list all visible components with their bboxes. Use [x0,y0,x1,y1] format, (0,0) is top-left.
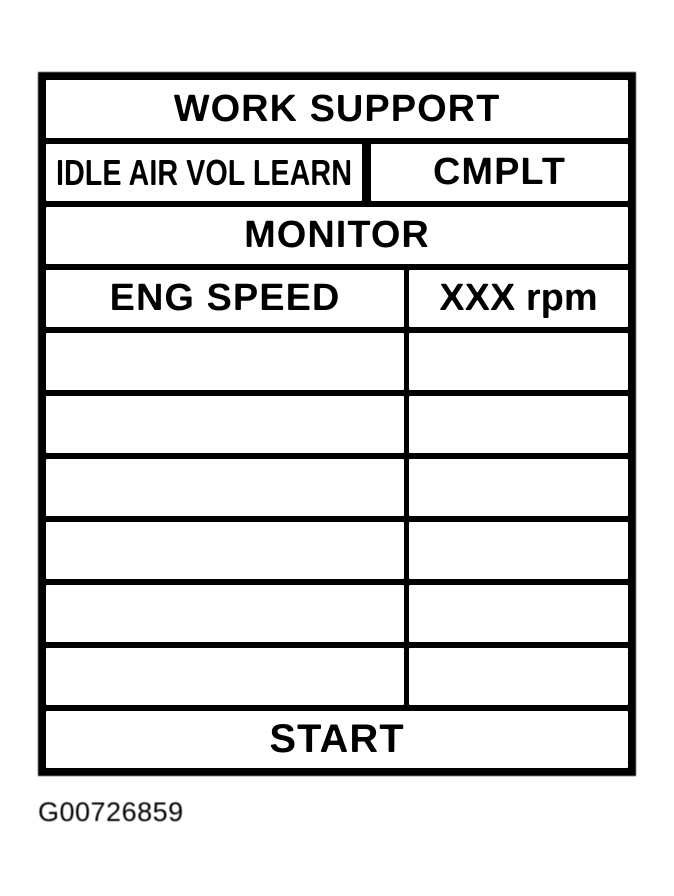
empty-row [46,390,628,453]
empty-row [46,453,628,516]
empty-row [46,579,628,642]
empty-cell-right [409,585,628,642]
work-item-label: IDLE AIR VOL LEARN [55,151,353,193]
work-support-title: WORK SUPPORT [173,87,501,130]
work-item-status-cell: CMPLT [371,144,628,201]
empty-cell-left [46,459,409,516]
empty-row [46,327,628,390]
start-button[interactable]: START [46,705,628,768]
empty-cell-left [46,333,409,390]
work-item-row[interactable]: IDLE AIR VOL LEARN CMPLT [46,138,628,201]
empty-cell-left [46,585,409,642]
monitor-param-value-cell: XXX rpm [409,270,628,327]
monitor-param-cell: ENG SPEED [46,270,409,327]
empty-cell-right [409,333,628,390]
empty-cell-right [409,522,628,579]
scanned-figure: WORK SUPPORT IDLE AIR VOL LEARN CMPLT MO… [38,72,636,828]
work-support-header-row: WORK SUPPORT [46,80,628,138]
empty-cell-right [409,459,628,516]
work-item-label-cell[interactable]: IDLE AIR VOL LEARN [46,144,371,201]
empty-row [46,516,628,579]
figure-caption: G00726859 [38,797,184,827]
monitor-param-value: XXX rpm [439,277,598,319]
monitor-param-name: ENG SPEED [109,277,341,319]
monitor-title: MONITOR [244,214,430,256]
scan-tool-screen: WORK SUPPORT IDLE AIR VOL LEARN CMPLT MO… [38,72,636,776]
empty-cell-right [409,396,628,453]
empty-row [46,642,628,705]
monitor-header-row: MONITOR [46,201,628,264]
empty-cell-right [409,648,628,705]
empty-cell-left [46,396,409,453]
start-button-label: START [269,717,405,761]
work-item-status: CMPLT [432,151,567,193]
empty-cell-left [46,522,409,579]
empty-cell-left [46,648,409,705]
monitor-param-row: ENG SPEED XXX rpm [46,264,628,327]
